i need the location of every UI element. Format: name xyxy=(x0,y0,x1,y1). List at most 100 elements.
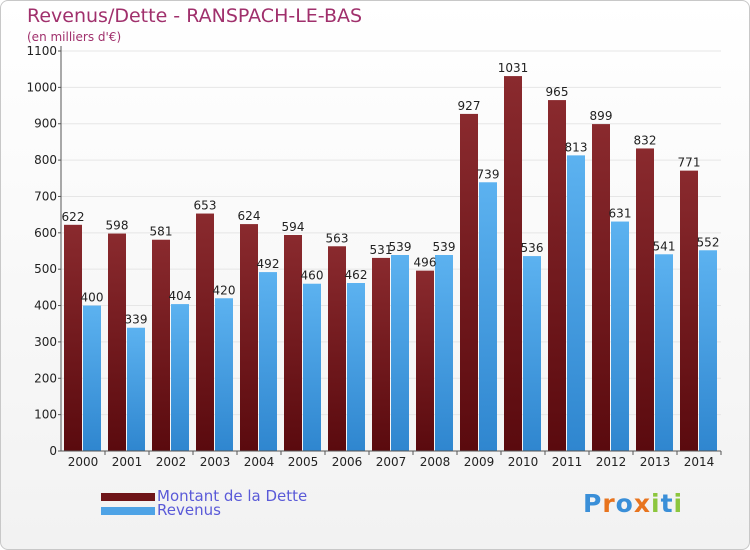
data-label-revenus: 536 xyxy=(521,241,544,255)
proxiti-logo: Proxiti xyxy=(583,489,683,518)
bar-revenus xyxy=(523,256,541,451)
logo-letter: i xyxy=(673,489,684,518)
logo-letter: i xyxy=(651,489,661,518)
bar-revenus xyxy=(479,182,497,452)
y-tick-label: 500 xyxy=(34,262,57,276)
bar-revenus xyxy=(259,272,277,451)
data-label-revenus: 404 xyxy=(169,289,192,303)
legend-label-revenus: Revenus xyxy=(157,501,221,519)
data-label-revenus: 539 xyxy=(433,240,456,254)
bar-dette xyxy=(548,100,566,451)
data-label-dette: 832 xyxy=(634,133,657,147)
y-tick-label: 300 xyxy=(34,335,57,349)
x-tick-label: 2010 xyxy=(508,455,539,469)
y-tick-label: 100 xyxy=(34,408,57,422)
y-tick-label: 1000 xyxy=(26,80,57,94)
bar-dette xyxy=(460,113,478,451)
bar-revenus xyxy=(391,255,409,451)
logo-letter: P xyxy=(583,489,603,518)
logo-letter: o xyxy=(615,489,634,518)
x-tick-label: 2009 xyxy=(464,455,495,469)
y-tick-label: 1100 xyxy=(26,44,57,58)
data-label-revenus: 339 xyxy=(125,313,148,327)
bar-revenus xyxy=(567,155,585,451)
bar-revenus xyxy=(303,283,321,451)
data-label-revenus: 460 xyxy=(301,269,324,283)
data-label-dette: 1031 xyxy=(498,61,529,75)
bar-dette xyxy=(284,235,302,451)
data-label-dette: 531 xyxy=(370,243,393,257)
axes: 0 100 200 300 400 500 600 700 800 900 1000 1100 2000… xyxy=(26,44,722,469)
bar-dette xyxy=(196,213,214,451)
y-tick-label: 200 xyxy=(34,371,57,385)
bar-dette xyxy=(328,246,346,451)
data-label-dette: 581 xyxy=(150,225,173,239)
data-label-dette: 496 xyxy=(414,256,437,270)
bar-dette xyxy=(372,257,390,451)
bar-revenus xyxy=(83,305,101,451)
x-tick-label: 2012 xyxy=(596,455,627,469)
x-tick-label: 2008 xyxy=(420,455,451,469)
data-label-dette: 598 xyxy=(106,219,129,233)
bar-dette xyxy=(108,233,126,451)
logo-letter: x xyxy=(633,489,651,518)
chart-subtitle: (en milliers d'€) xyxy=(27,30,122,44)
bar-dette xyxy=(416,270,434,451)
data-label-revenus: 541 xyxy=(653,239,676,253)
x-tick-label: 2001 xyxy=(112,455,143,469)
bar-revenus xyxy=(127,327,145,451)
y-tick-label: 600 xyxy=(34,226,57,240)
legend-label-dette: Montant de la Dette xyxy=(157,487,308,505)
legend-swatch-revenus xyxy=(101,507,155,515)
bar-revenus xyxy=(611,221,629,451)
bar-dette xyxy=(152,239,170,451)
data-label-dette: 899 xyxy=(590,109,613,123)
data-label-dette: 653 xyxy=(194,199,217,213)
bars xyxy=(64,76,717,452)
data-label-revenus: 631 xyxy=(609,207,632,221)
bar-dette xyxy=(64,224,82,451)
y-tick-label: 700 xyxy=(34,189,57,203)
data-label-revenus: 813 xyxy=(565,140,588,154)
y-tick-label: 800 xyxy=(34,153,57,167)
bar-revenus xyxy=(215,298,233,451)
data-labels: 622 400 598 339 581 404 653 420 624 492 594 460 563 4… xyxy=(62,61,720,327)
x-tick-label: 2000 xyxy=(68,455,99,469)
bar-revenus xyxy=(171,304,189,451)
logo-letter: r xyxy=(602,489,616,518)
bar-dette xyxy=(504,76,522,451)
y-tick-label: 400 xyxy=(34,299,57,313)
x-tick-label: 2007 xyxy=(376,455,407,469)
data-label-dette: 594 xyxy=(282,220,305,234)
x-tick-label: 2013 xyxy=(640,455,671,469)
bar-dette xyxy=(680,170,698,452)
data-label-revenus: 400 xyxy=(81,291,104,305)
chart-title: Revenus/Dette - RANSPACH-LE-BAS xyxy=(27,5,363,27)
data-label-dette: 624 xyxy=(238,209,261,223)
data-label-dette: 771 xyxy=(678,156,701,170)
bar-dette xyxy=(636,148,654,452)
data-label-dette: 563 xyxy=(326,231,349,245)
legend-swatch-dette xyxy=(101,493,155,501)
data-label-revenus: 462 xyxy=(345,268,368,282)
data-label-dette: 622 xyxy=(62,210,85,224)
bar-revenus xyxy=(435,255,453,451)
bar-revenus xyxy=(655,254,673,451)
data-label-revenus: 552 xyxy=(697,235,720,249)
logo-letter: t xyxy=(660,489,674,518)
x-tick-label: 2006 xyxy=(332,455,363,469)
data-label-dette: 927 xyxy=(458,99,481,113)
bar-revenus xyxy=(699,250,717,451)
data-label-revenus: 539 xyxy=(389,240,412,254)
x-tick-label: 2002 xyxy=(156,455,187,469)
y-tick-label: 0 xyxy=(49,444,57,458)
bar-dette xyxy=(240,224,258,451)
data-label-revenus: 420 xyxy=(213,283,236,297)
x-tick-label: 2004 xyxy=(244,455,275,469)
x-tick-label: 2014 xyxy=(684,455,715,469)
data-label-dette: 965 xyxy=(546,85,569,99)
data-label-revenus: 739 xyxy=(477,167,500,181)
x-tick-label: 2011 xyxy=(552,455,583,469)
bar-dette xyxy=(592,124,610,451)
